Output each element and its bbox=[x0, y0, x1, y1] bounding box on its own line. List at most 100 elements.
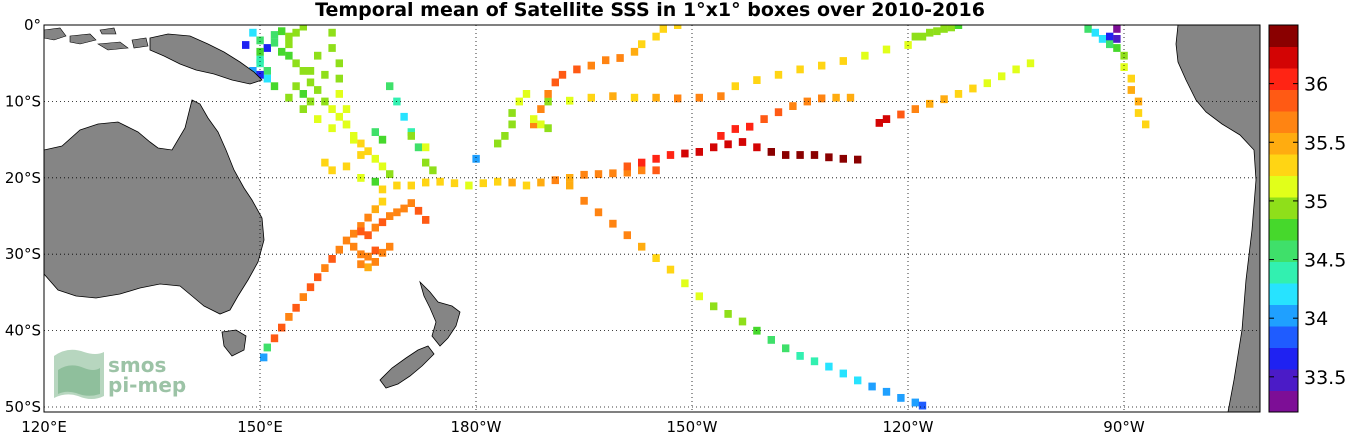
sss-cell bbox=[357, 222, 365, 230]
grid-layer bbox=[44, 25, 1260, 412]
sss-cell bbox=[306, 97, 315, 106]
sss-cell bbox=[666, 265, 675, 274]
sss-cell bbox=[674, 94, 682, 103]
lon-tick-label: 150°W bbox=[667, 418, 718, 436]
sss-cell bbox=[846, 93, 855, 102]
sss-cell bbox=[407, 181, 415, 190]
sss-cell bbox=[897, 110, 905, 119]
sss-cell bbox=[285, 32, 293, 41]
sss-cell bbox=[580, 170, 588, 179]
sss-cell bbox=[594, 208, 603, 217]
sss-cell bbox=[839, 369, 847, 378]
sss-cell bbox=[350, 242, 358, 251]
sss-cell bbox=[1113, 35, 1121, 43]
sss-cell bbox=[386, 212, 394, 220]
sss-cell bbox=[537, 105, 545, 113]
sss-cell bbox=[717, 132, 725, 140]
colorbar-swatch bbox=[1269, 132, 1298, 155]
sss-cell bbox=[868, 382, 876, 391]
sss-cell bbox=[342, 105, 351, 113]
sss-cell bbox=[1134, 109, 1143, 117]
sss-cell bbox=[256, 59, 264, 68]
sss-cell bbox=[335, 245, 343, 254]
sss-cell bbox=[263, 67, 271, 75]
sss-cell bbox=[753, 76, 761, 84]
sss-cell bbox=[321, 264, 329, 272]
sss-cell bbox=[911, 105, 919, 113]
sss-cell bbox=[285, 40, 293, 49]
sss-cell bbox=[695, 93, 703, 102]
new-zealand-north-island bbox=[419, 280, 461, 347]
sss-cell bbox=[371, 154, 379, 163]
colorbar-swatch bbox=[1269, 89, 1298, 112]
sss-cell bbox=[242, 41, 250, 49]
sss-cell bbox=[825, 153, 833, 162]
sss-cell bbox=[306, 78, 315, 87]
colorbar-swatch bbox=[1269, 46, 1298, 69]
sss-data-layer bbox=[242, 25, 1150, 410]
sss-cell bbox=[378, 162, 387, 171]
sss-cell bbox=[746, 122, 754, 131]
sss-cell bbox=[422, 178, 430, 187]
sss-cell bbox=[724, 310, 732, 318]
sss-cell bbox=[472, 154, 480, 163]
sss-cell bbox=[1134, 97, 1143, 106]
lon-tick-label: 90°W bbox=[1103, 418, 1145, 436]
colorbar-swatch bbox=[1269, 197, 1298, 219]
sss-cell bbox=[292, 28, 300, 37]
sss-cell bbox=[314, 273, 322, 282]
sss-cell bbox=[256, 70, 264, 79]
sss-cell bbox=[371, 246, 379, 255]
sss-cell bbox=[263, 343, 271, 352]
sss-cell bbox=[666, 151, 675, 159]
sss-cell bbox=[270, 38, 279, 47]
sss-cell bbox=[609, 169, 617, 178]
tasmania-island bbox=[221, 329, 247, 357]
sss-cell bbox=[400, 204, 408, 213]
colorbar-frame bbox=[1268, 24, 1299, 413]
sss-cell bbox=[652, 254, 660, 262]
sss-cell bbox=[321, 70, 329, 79]
map-title: Temporal mean of Satellite SSS in 1°x1° … bbox=[315, 0, 985, 21]
sss-cell bbox=[285, 51, 293, 60]
sss-cell bbox=[854, 376, 862, 385]
sss-cell bbox=[342, 120, 351, 129]
sss-cell bbox=[882, 45, 891, 54]
sss-cell bbox=[544, 124, 552, 133]
sss-cell bbox=[270, 334, 279, 343]
sss-cell bbox=[364, 231, 372, 240]
lon-tick-label: 150°E bbox=[237, 418, 283, 436]
plot-frame bbox=[43, 24, 1261, 413]
sss-cell bbox=[774, 70, 783, 79]
sss-cell bbox=[306, 283, 315, 292]
sss-cell bbox=[710, 143, 718, 152]
colorbar-swatch bbox=[1269, 154, 1298, 176]
sss-cell bbox=[753, 143, 761, 152]
lon-tick-label: 120°E bbox=[21, 418, 67, 436]
colorbar-tick-label: 35 bbox=[1304, 191, 1328, 213]
sss-cell bbox=[422, 143, 430, 152]
sss-cell bbox=[1113, 44, 1121, 52]
sss-cell bbox=[566, 96, 574, 105]
sss-cell bbox=[321, 158, 329, 167]
sss-cell bbox=[501, 132, 509, 140]
colorbar-gradient bbox=[1269, 25, 1298, 413]
sss-cell bbox=[270, 82, 279, 91]
sss-cell bbox=[1012, 65, 1020, 74]
sss-cell bbox=[602, 56, 610, 65]
sss-cell bbox=[537, 178, 545, 187]
sss-cell bbox=[652, 154, 660, 163]
sss-cell bbox=[818, 61, 826, 70]
lon-tick-label: 120°W bbox=[883, 418, 934, 436]
sss-cell bbox=[393, 208, 401, 217]
sss-cell bbox=[558, 70, 567, 79]
sss-cell bbox=[357, 260, 365, 269]
new-zealand-south-island bbox=[379, 345, 435, 389]
sss-cell bbox=[299, 105, 307, 113]
sss-cell bbox=[630, 47, 639, 56]
sss-cell bbox=[429, 166, 437, 175]
sss-cell bbox=[263, 44, 271, 52]
sss-cell bbox=[940, 25, 948, 33]
sss-cell bbox=[314, 115, 322, 123]
lon-tick-label: 180°W bbox=[451, 418, 502, 436]
